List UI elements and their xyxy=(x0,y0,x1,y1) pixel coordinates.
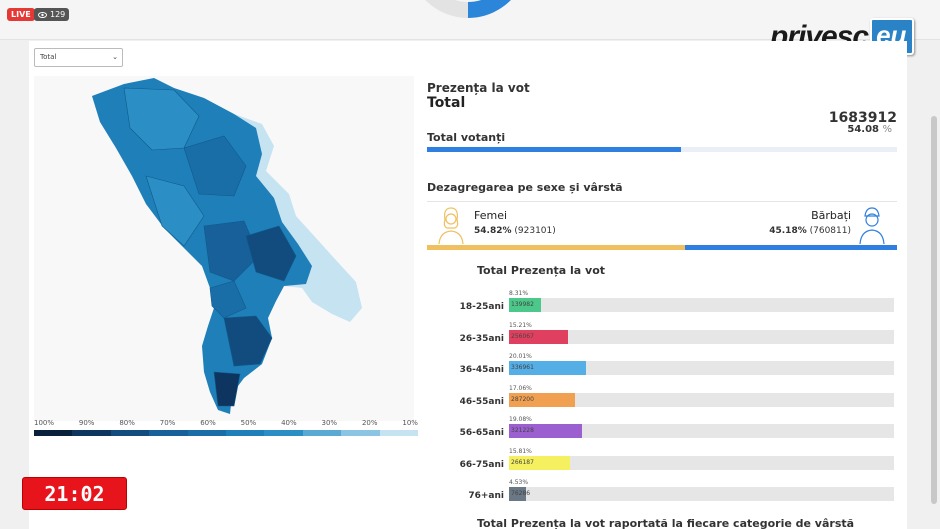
scale-label: 10% xyxy=(402,419,418,427)
scrollbar[interactable] xyxy=(931,116,937,504)
age-percent: 4.53% xyxy=(509,479,529,486)
moldova-turnout-map[interactable] xyxy=(34,76,414,421)
age-bar-fill xyxy=(509,393,575,407)
age-bar-track: 287200 xyxy=(509,393,894,407)
total-voters-value: 1683912 xyxy=(828,110,897,126)
scale-label: 80% xyxy=(119,419,135,427)
age-count: 287200 xyxy=(511,396,534,403)
age-row: 46-55ani 17.06% 287200 xyxy=(440,385,900,415)
age-label: 66-75ani xyxy=(459,460,504,470)
age-count: 139982 xyxy=(511,301,534,308)
age-bar-track: 76286 xyxy=(509,487,894,501)
age-percent: 15.21% xyxy=(509,322,532,329)
female-value: 54.82% (923101) xyxy=(474,226,556,236)
age-percent: 17.06% xyxy=(509,385,532,392)
total-voters-label: Total votanți xyxy=(427,131,506,144)
age-bar-track: 256067 xyxy=(509,330,894,344)
age-category-heading: Total Prezența la vot raportată la fieca… xyxy=(477,517,855,529)
scale-label: 20% xyxy=(361,419,378,427)
age-bar-track: 266187 xyxy=(509,456,894,470)
age-count: 336961 xyxy=(511,364,534,371)
scale-label: 60% xyxy=(200,419,216,427)
region-select[interactable]: Total ⌄ xyxy=(34,48,123,67)
scale-swatch xyxy=(110,430,150,436)
age-turnout-heading: Total Prezența la vot xyxy=(477,264,606,277)
age-count: 266187 xyxy=(511,459,534,466)
scale-swatch xyxy=(187,430,227,436)
age-bar-track: 336961 xyxy=(509,361,894,375)
female-label: Femei xyxy=(474,209,508,222)
divider xyxy=(427,201,897,202)
age-label: 56-65ani xyxy=(459,428,504,438)
age-row: 26-35ani 15.21% 256067 xyxy=(440,322,900,352)
privesc-logo: privesc eu xyxy=(770,18,915,55)
age-label: 76+ani xyxy=(468,491,504,501)
male-label: Bărbați xyxy=(811,209,851,222)
scale-swatch xyxy=(341,430,380,436)
age-row: 18-25ani 8.31% 139982 xyxy=(440,290,900,320)
age-percent: 8.31% xyxy=(509,290,529,297)
age-bar-fill xyxy=(509,298,541,312)
viewer-count-value: 129 xyxy=(50,10,66,19)
scale-swatch xyxy=(302,430,342,436)
turnout-heading: Prezența la vot xyxy=(427,81,530,95)
live-badge: LIVE xyxy=(7,8,35,21)
scale-swatch xyxy=(379,430,419,436)
male-value: 45.18% (760811) xyxy=(769,226,851,236)
female-avatar-icon xyxy=(438,207,464,244)
scale-swatch xyxy=(72,430,111,436)
viewer-count: 129 xyxy=(34,8,70,21)
scale-swatch xyxy=(264,430,303,436)
age-label: 36-45ani xyxy=(459,365,504,375)
map-color-scale xyxy=(34,430,419,436)
scale-label: 70% xyxy=(159,419,176,427)
age-label: 26-35ani xyxy=(459,334,504,344)
male-avatar-icon xyxy=(859,207,885,244)
scale-label: 50% xyxy=(240,419,257,427)
age-count: 256067 xyxy=(511,333,534,340)
turnout-scope: Total xyxy=(427,95,466,111)
total-voters-bar xyxy=(427,147,897,152)
age-bar-fill xyxy=(509,456,570,470)
age-percent: 15.81% xyxy=(509,448,532,455)
age-bar-fill xyxy=(509,330,568,344)
female-bar-segment xyxy=(427,245,685,250)
scale-swatch xyxy=(34,430,73,436)
age-label: 46-55ani xyxy=(459,397,504,407)
age-bar-fill xyxy=(509,424,583,438)
age-bar-track: 139982 xyxy=(509,298,894,312)
scale-swatch xyxy=(226,430,265,436)
clock-display: 21:02 xyxy=(22,477,127,510)
male-bar-segment xyxy=(684,245,897,250)
age-label: 18-25ani xyxy=(459,302,504,312)
age-percent: 19.08% xyxy=(509,416,532,423)
scale-label: 40% xyxy=(281,419,297,427)
gender-split-bar xyxy=(427,245,897,250)
map-scale-labels: 100% 90% 80% 70% 60% 50% 40% 30% 20% 10% xyxy=(34,419,418,427)
age-bar-fill xyxy=(509,487,527,501)
eye-icon xyxy=(38,11,47,18)
scale-label: 30% xyxy=(321,419,338,427)
age-percent: 20.01% xyxy=(509,353,532,360)
donut-chart-fragment xyxy=(425,0,511,18)
chevron-down-icon: ⌄ xyxy=(112,53,118,61)
age-row: 76+ani 4.53% 76286 xyxy=(440,479,900,509)
age-count: 321228 xyxy=(511,427,534,434)
scale-label: 100% xyxy=(34,419,55,427)
region-select-value: Total xyxy=(40,53,57,61)
age-bar-fill xyxy=(509,361,587,375)
age-row: 56-65ani 19.08% 321228 xyxy=(440,416,900,446)
scale-label: 90% xyxy=(78,419,95,427)
age-row: 36-45ani 20.01% 336961 xyxy=(440,353,900,383)
age-bar-track: 321228 xyxy=(509,424,894,438)
age-row: 66-75ani 15.81% 266187 xyxy=(440,448,900,478)
total-voters-percent: 54.08 % xyxy=(847,124,892,135)
gender-age-heading: Dezagregarea pe sexe și vârstă xyxy=(427,181,623,194)
scale-swatch xyxy=(149,430,188,436)
age-count: 76286 xyxy=(511,490,531,497)
total-voters-bar-fill xyxy=(427,147,682,152)
